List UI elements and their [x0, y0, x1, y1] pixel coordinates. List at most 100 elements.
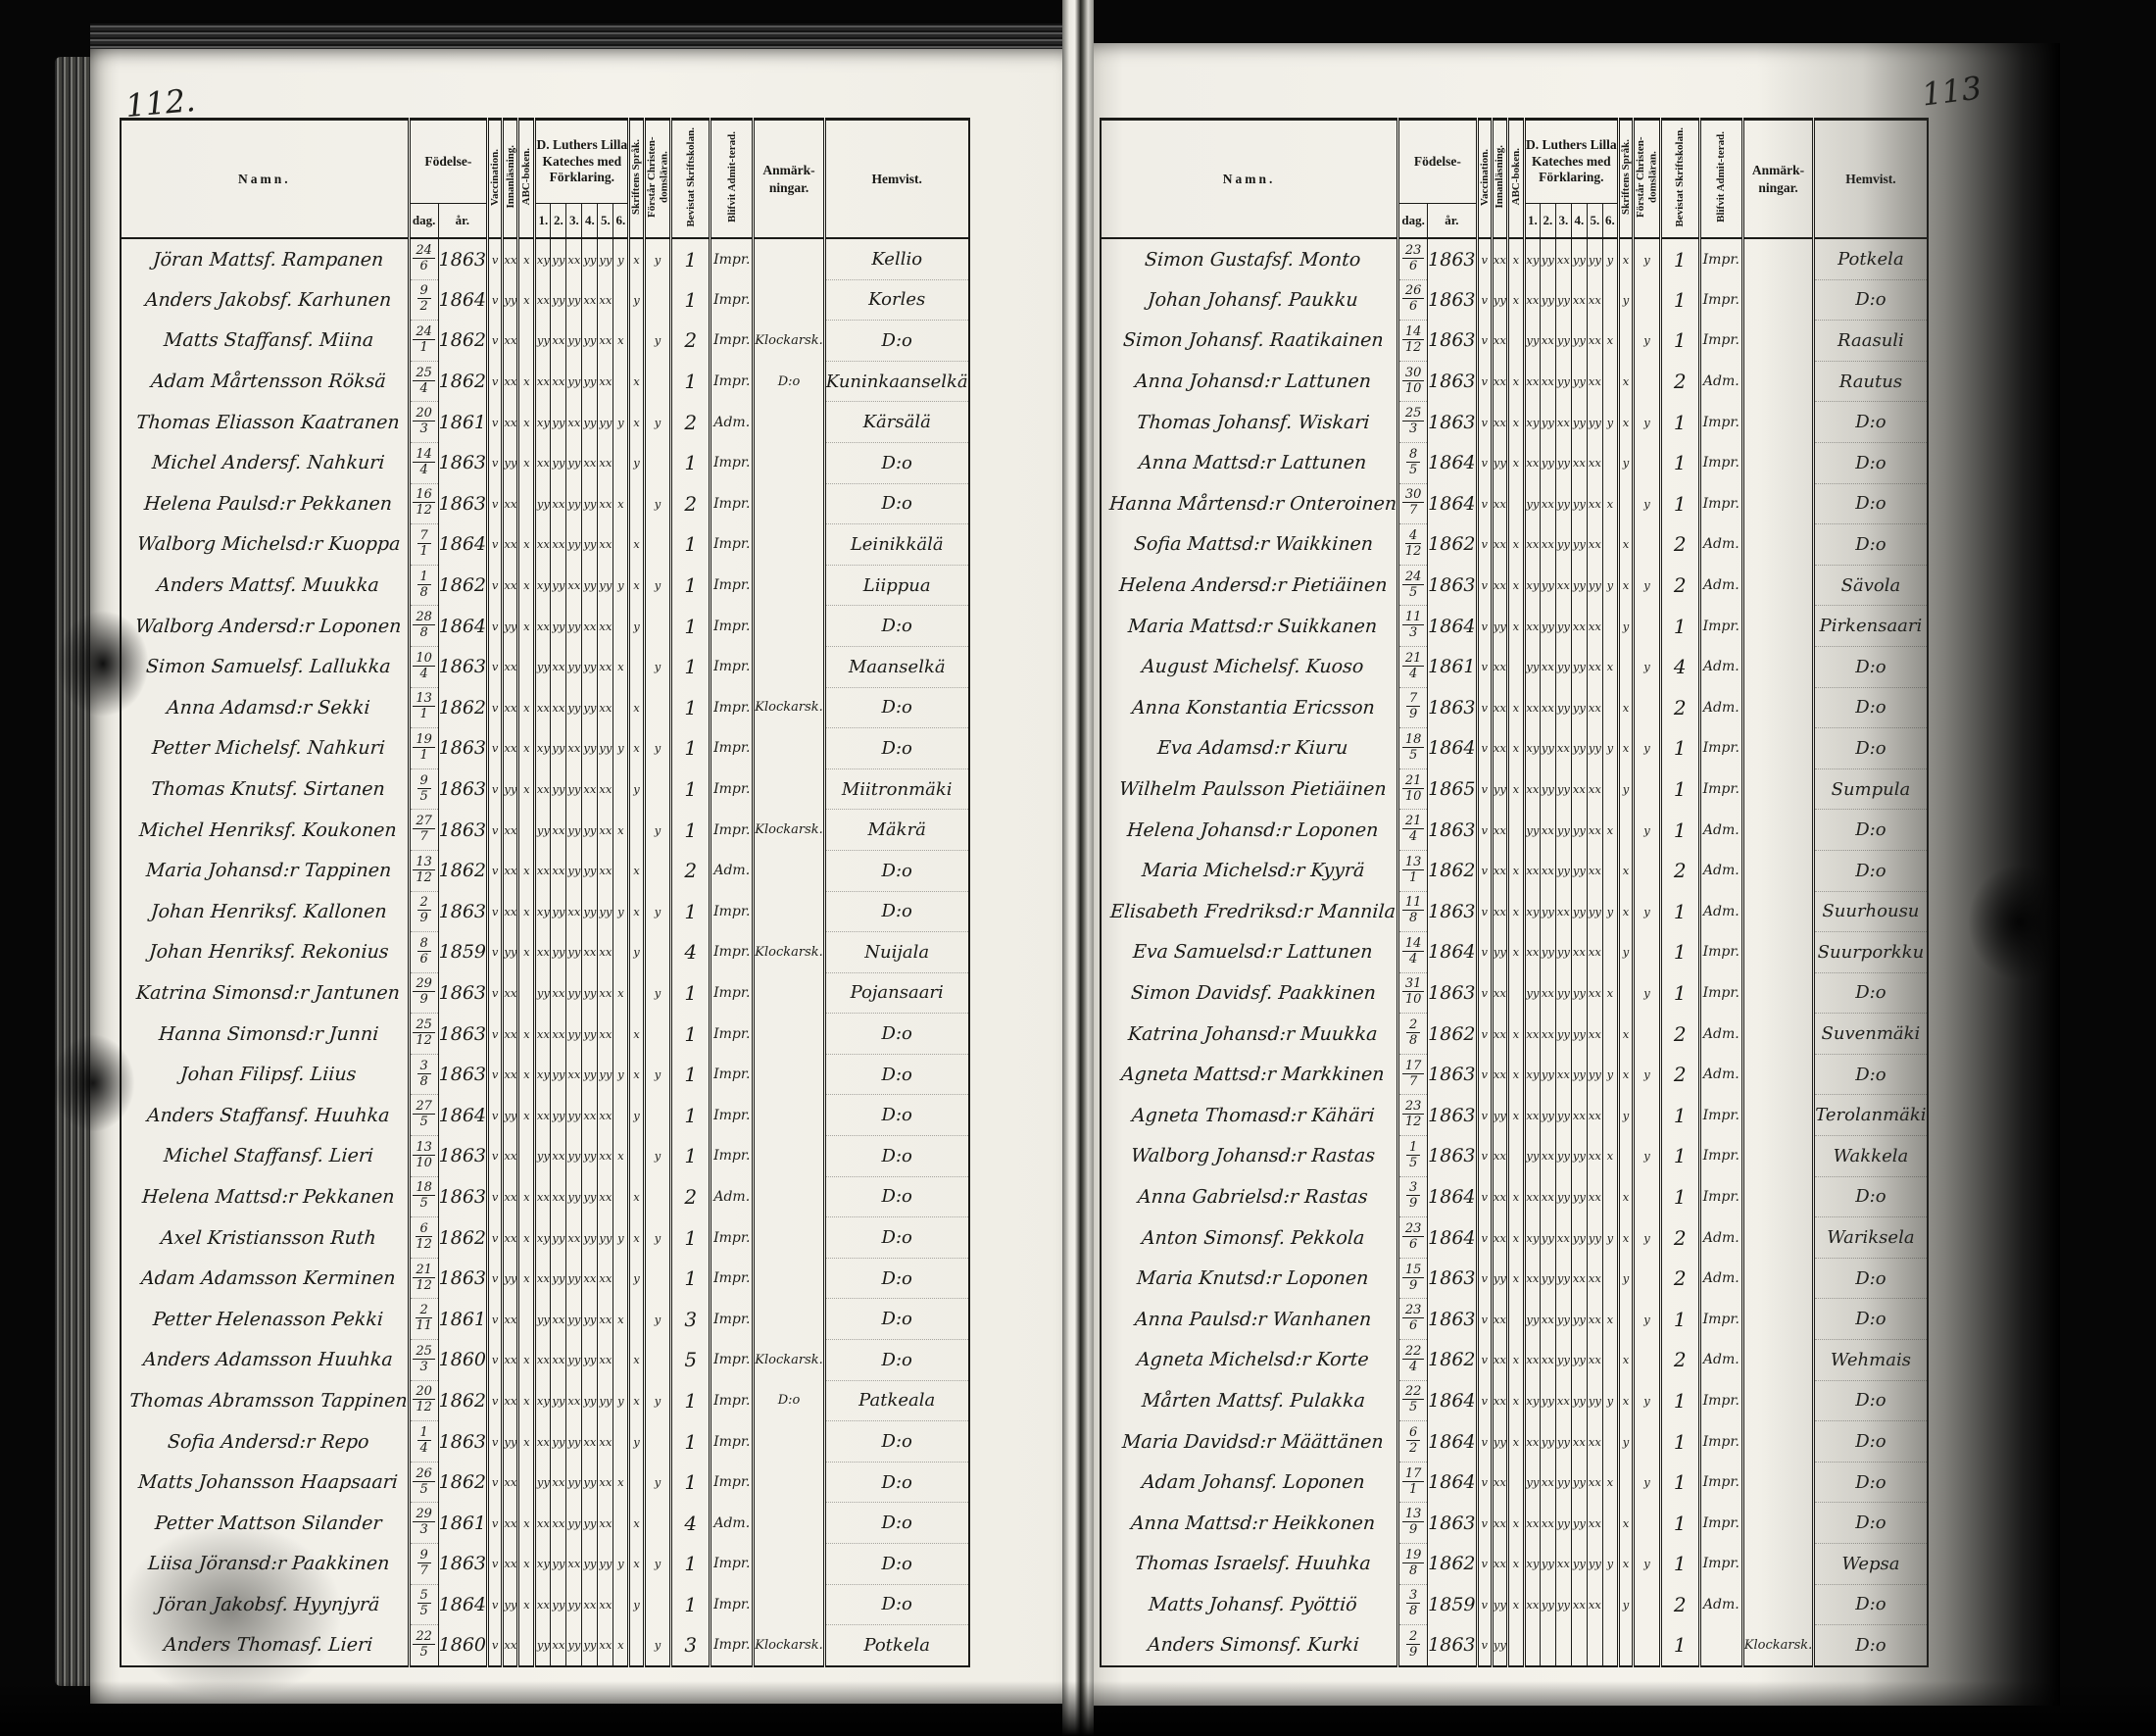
- script-language-mark: y: [627, 1420, 645, 1463]
- catechism-mark-6: [1601, 850, 1619, 891]
- catechism-mark-4: yy: [1570, 1339, 1588, 1381]
- remark-cell: [1740, 1094, 1814, 1136]
- script-language-mark: y: [627, 605, 645, 647]
- catechism-mark-5: xx: [597, 1135, 613, 1177]
- vaccination-mark: v: [485, 401, 503, 443]
- catechism-mark-3: yy: [565, 809, 582, 851]
- name-cell: Matts Johansson Haapsaari: [120, 1462, 410, 1503]
- residence-cell: D:o: [822, 687, 969, 729]
- catechism-mark-4: xx: [581, 1094, 598, 1136]
- birth-day-cell: 13 9: [1396, 1502, 1428, 1544]
- abc-book-mark: x: [516, 1339, 535, 1381]
- script-language-mark: x: [1616, 1339, 1634, 1381]
- catechism-mark-6: y: [1601, 565, 1619, 606]
- catechism-mark-2: yy: [1539, 727, 1556, 769]
- catechism-mark-6: [1601, 1624, 1619, 1666]
- residence-cell: D:o: [1812, 1502, 1928, 1544]
- catechism-mark-3: yy: [1554, 483, 1572, 524]
- catechism-mark-5: yy: [597, 1216, 613, 1259]
- admitted-status: Impr.: [709, 1258, 754, 1299]
- reading-mark: xx: [1490, 1054, 1508, 1095]
- catechism-mark-6: y: [612, 238, 629, 280]
- catechism-mark-5: xx: [597, 1339, 613, 1381]
- abc-book-mark: x: [516, 1380, 535, 1421]
- catechism-mark-5: xx: [1586, 1584, 1603, 1625]
- catechism-mark-5: xx: [1586, 1176, 1603, 1217]
- col-header-catechism: D. Luthers Lilla Kateches med Förklaring…: [533, 119, 629, 204]
- ledger-row: Eva Adamsd:r Kiuru 18 5 1864 v xx x xy yy xx yy yy y…: [1100, 727, 1928, 769]
- catechism-mark-2: xx: [550, 483, 566, 524]
- catechism-mark-3: xx: [565, 727, 582, 769]
- name-cell: Adam Johansf. Loponen: [1100, 1462, 1398, 1503]
- vaccination-mark: v: [1475, 1420, 1493, 1463]
- catechism-mark-6: [1601, 687, 1619, 728]
- catechism-mark-4: yy: [1570, 727, 1588, 769]
- understands-doctrine-mark: [642, 1502, 671, 1544]
- catechism-mark-3: yy: [565, 1624, 582, 1666]
- script-language-mark: [627, 483, 645, 524]
- abc-book-mark: x: [1505, 1543, 1525, 1585]
- vaccination-mark: v: [485, 483, 503, 524]
- residence-cell: Sumpula: [1812, 769, 1928, 811]
- vaccination-mark: v: [1475, 646, 1493, 688]
- col-header-catechism: D. Luthers Lilla Kateches med Förklaring…: [1522, 119, 1619, 204]
- understands-doctrine-mark: [1632, 1094, 1661, 1136]
- name-cell: Anna Mattsd:r Lattunen: [1100, 442, 1398, 484]
- name-cell: Johan Filipsf. Liius: [120, 1054, 410, 1095]
- name-cell: Helena Mattsd:r Pekkanen: [120, 1176, 410, 1217]
- catechism-mark-4: yy: [581, 1380, 598, 1421]
- abc-book-mark: x: [516, 605, 535, 647]
- name-cell: Agneta Michelsd:r Korte: [1100, 1339, 1398, 1381]
- vaccination-mark: v: [1475, 1216, 1493, 1259]
- catechism-mark-2: xx: [1539, 972, 1556, 1014]
- birth-year-cell: 1861: [437, 1502, 488, 1544]
- ledger-row: Maria Davidsd:r Määttänen 6 2 1864 v yy x xx yy y…: [1100, 1420, 1928, 1463]
- birth-day-cell: 25 3: [1396, 401, 1428, 443]
- catechism-mark-2: xx: [550, 1135, 566, 1177]
- script-language-mark: [627, 646, 645, 688]
- ledger-row: Adam Adamsson Kerminen 21 12 1863 v yy x xx yy yy…: [120, 1258, 969, 1300]
- catechism-mark-1: xy: [533, 401, 551, 443]
- remark-cell: [1740, 361, 1814, 402]
- catechism-mark-6: [1601, 1502, 1619, 1544]
- catechism-mark-2: yy: [1539, 1584, 1556, 1625]
- admitted-status: Adm.: [709, 1502, 754, 1544]
- remark-cell: [752, 1462, 825, 1503]
- admitted-status: Impr.: [709, 442, 754, 484]
- name-cell: Anna Mattsd:r Heikkonen: [1100, 1502, 1398, 1544]
- residence-cell: D:o: [822, 605, 969, 647]
- residence-cell: D:o: [822, 1298, 969, 1341]
- catechism-mark-5: yy: [597, 1054, 613, 1095]
- reading-mark: xx: [501, 891, 518, 932]
- birth-day-cell: 22 5: [407, 1624, 439, 1667]
- catechism-mark-2: yy: [550, 1054, 566, 1095]
- catechism-mark-4: yy: [581, 320, 598, 362]
- catechism-mark-6: [612, 1502, 629, 1544]
- name-cell: Anna Konstantia Ericsson: [1100, 687, 1398, 728]
- understands-doctrine-mark: y: [642, 1216, 671, 1259]
- catechism-mark-4: yy: [1570, 1054, 1588, 1095]
- confirmation-school-count: 1: [669, 605, 710, 647]
- remark-cell: [1740, 1135, 1814, 1177]
- abc-book-mark: [516, 809, 535, 851]
- catechism-mark-3: yy: [1554, 605, 1572, 647]
- birth-year-cell: 1862: [437, 1380, 488, 1421]
- script-language-mark: x: [1616, 1380, 1634, 1421]
- understands-doctrine-mark: y: [1632, 320, 1661, 362]
- remark-cell: [752, 891, 825, 932]
- understands-doctrine-mark: [1632, 1624, 1661, 1666]
- script-language-mark: x: [627, 1380, 645, 1421]
- understands-doctrine-mark: [642, 361, 671, 402]
- confirmation-school-count: 4: [669, 931, 710, 973]
- catechism-mark-4: yy: [581, 361, 598, 402]
- catechism-mark-3: yy: [565, 483, 582, 524]
- confirmation-school-count: 1: [1658, 1502, 1700, 1544]
- name-cell: Katrina Johansd:r Muukka: [1100, 1013, 1398, 1055]
- abc-book-mark: x: [516, 727, 535, 769]
- abc-book-mark: x: [1505, 279, 1525, 321]
- birth-day-cell: 25 12: [407, 1013, 439, 1055]
